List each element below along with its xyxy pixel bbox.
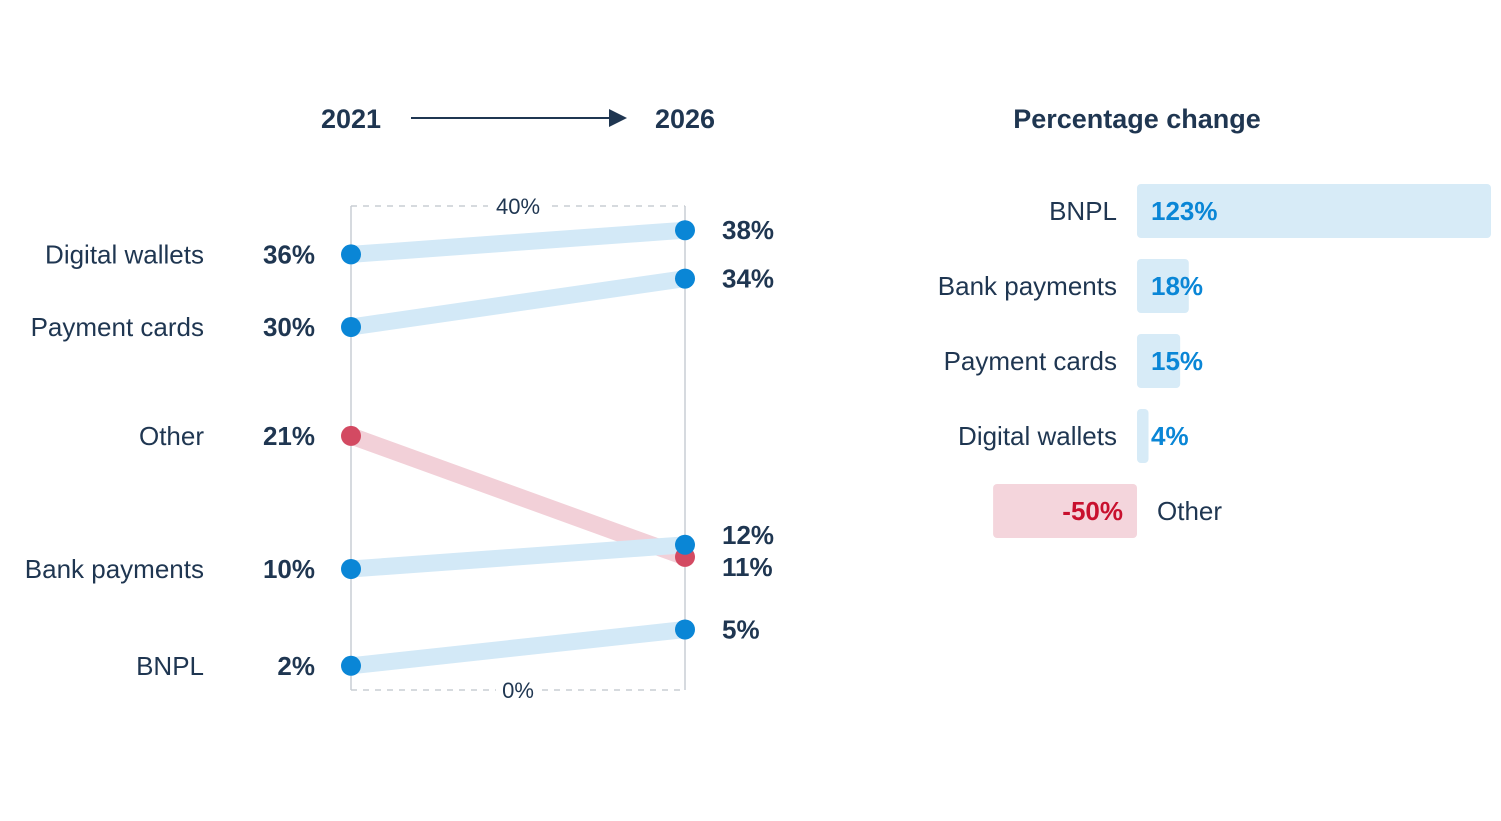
- category-label-bnpl: BNPL: [136, 651, 204, 681]
- slope-line-digital-wallets: [350, 221, 686, 263]
- bar-value-bank-payments: 18%: [1151, 271, 1203, 301]
- bar-other: [993, 484, 1137, 538]
- value-2026-bnpl: 5%: [722, 615, 760, 645]
- slope-line-bnpl: [350, 621, 686, 675]
- value-2026-bank-payments: 12%: [722, 520, 774, 550]
- bar-bnpl: [1137, 184, 1491, 238]
- value-2026-payment-cards: 34%: [722, 264, 774, 294]
- bar-bank-payments: [1137, 259, 1189, 313]
- dot-2026-payment-cards: [675, 268, 695, 289]
- dot-2021-other: [341, 425, 361, 446]
- dot-2026-digital-wallets: [675, 220, 695, 241]
- percentage-change-title: Percentage change: [1013, 104, 1261, 134]
- slope-dots: [341, 220, 695, 676]
- category-label-bank-payments: Bank payments: [25, 554, 204, 584]
- bar-digital-wallets: [1137, 409, 1149, 463]
- category-label-digital-wallets: Digital wallets: [45, 239, 204, 269]
- category-label-other: Other: [139, 421, 204, 451]
- value-2026-digital-wallets: 38%: [722, 215, 774, 245]
- axis-bottom-label: 0%: [502, 678, 534, 703]
- dot-2026-bank-payments: [675, 534, 695, 555]
- arrow-right-icon: [609, 109, 627, 127]
- bar-value-digital-wallets: 4%: [1151, 421, 1189, 451]
- value-2021-payment-cards: 30%: [263, 312, 315, 342]
- dot-2021-bnpl: [341, 655, 361, 676]
- bar-category-other: Other: [1157, 496, 1222, 526]
- slope-labels: Digital wallets 36% 38% Payment cards 30% 34%…: [25, 215, 774, 681]
- value-2026-other: 11%: [722, 552, 773, 582]
- value-2021-digital-wallets: 36%: [263, 239, 315, 269]
- bar-value-bnpl: 123%: [1151, 196, 1218, 226]
- bar-category-payment-cards: Payment cards: [944, 346, 1117, 376]
- bar-value-other: -50%: [1062, 496, 1123, 526]
- category-label-payment-cards: Payment cards: [31, 312, 204, 342]
- value-2021-bank-payments: 10%: [263, 554, 315, 584]
- dot-2021-payment-cards: [341, 317, 361, 337]
- bar-payment-cards: [1137, 334, 1181, 388]
- percentage-change-bars: 123% BNPL 18% Bank payments 15% Payment cards…: [938, 184, 1491, 538]
- slope-line-other: [348, 427, 688, 565]
- axis-top-label: 40%: [496, 194, 540, 219]
- slope-line-payment-cards: [349, 270, 687, 336]
- to-year-label: 2026: [655, 104, 715, 134]
- bar-category-bnpl: BNPL: [1049, 196, 1117, 226]
- dot-2021-digital-wallets: [341, 244, 361, 265]
- slope-lines: [348, 221, 688, 675]
- slope-line-bank-payments: [350, 536, 686, 578]
- bar-value-payment-cards: 15%: [1151, 346, 1203, 376]
- bar-category-bank-payments: Bank payments: [938, 271, 1117, 301]
- value-2021-bnpl: 2%: [277, 651, 315, 681]
- from-year-label: 2021: [321, 104, 381, 134]
- dot-2021-bank-payments: [341, 559, 361, 579]
- value-2021-other: 21%: [263, 421, 315, 451]
- dot-2026-bnpl: [675, 619, 695, 640]
- bar-category-digital-wallets: Digital wallets: [958, 421, 1117, 451]
